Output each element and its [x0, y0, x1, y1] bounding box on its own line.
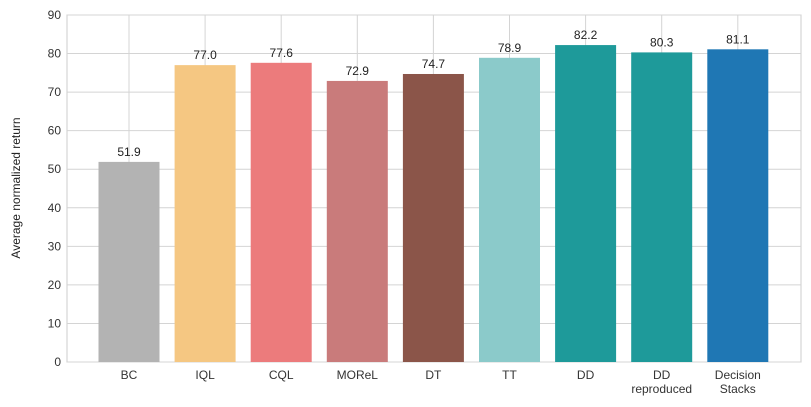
y-tick-label: 50 — [48, 162, 62, 176]
bar-value-label: 82.2 — [574, 28, 598, 42]
x-tick-label: IQL — [195, 368, 215, 382]
x-tick-label: DD — [653, 368, 671, 382]
bar — [707, 49, 769, 362]
bar — [479, 57, 540, 363]
bars — [98, 45, 769, 363]
y-tick-label: 60 — [48, 124, 62, 138]
x-tick-label: reproduced — [631, 382, 692, 396]
y-tick-label: 80 — [48, 47, 62, 61]
x-tick-label: MOReL — [337, 368, 379, 382]
bar — [98, 161, 160, 362]
bar-value-label: 77.6 — [270, 46, 294, 60]
bar — [326, 80, 388, 363]
bar — [402, 73, 464, 363]
x-tick-label: BC — [121, 368, 138, 382]
bar — [250, 62, 312, 362]
bar-value-label: 77.0 — [193, 48, 217, 62]
x-tick-label: DT — [425, 368, 442, 382]
bar-value-label: 51.9 — [117, 145, 141, 159]
y-axis-ticks: 0 10 20 30 40 50 60 70 80 90 — [48, 8, 62, 369]
bar-value-label: 78.9 — [498, 41, 522, 55]
x-axis-ticks: BC IQL CQL MOReL DT TT DD DDreproducedDecisionS… — [121, 368, 761, 396]
bar-value-label: 80.3 — [650, 35, 674, 49]
x-tick-label: Stacks — [720, 382, 756, 396]
y-tick-label: 30 — [48, 239, 62, 253]
data-labels: 51.9 77.0 77.6 72.9 74.7 78.9 82.2 80.3 81.1 — [117, 28, 749, 159]
y-tick-label: 20 — [48, 278, 62, 292]
y-tick-label: 90 — [48, 8, 62, 22]
bar — [555, 45, 617, 362]
bar-value-label: 81.1 — [726, 32, 750, 46]
x-tick-label: CQL — [269, 368, 294, 382]
x-tick-label: Decision — [715, 368, 761, 382]
x-tick-label: TT — [502, 368, 517, 382]
bar — [174, 65, 236, 362]
bar-value-label: 72.9 — [346, 64, 370, 78]
y-tick-label: 10 — [48, 316, 62, 330]
y-tick-label: 0 — [54, 355, 61, 369]
y-tick-label: 70 — [48, 85, 62, 99]
x-tick-label: DD — [577, 368, 595, 382]
y-tick-label: 40 — [48, 201, 62, 215]
bar — [631, 52, 693, 362]
y-axis-title: Average normalized return — [9, 117, 23, 258]
bar-value-label: 74.7 — [422, 57, 446, 71]
